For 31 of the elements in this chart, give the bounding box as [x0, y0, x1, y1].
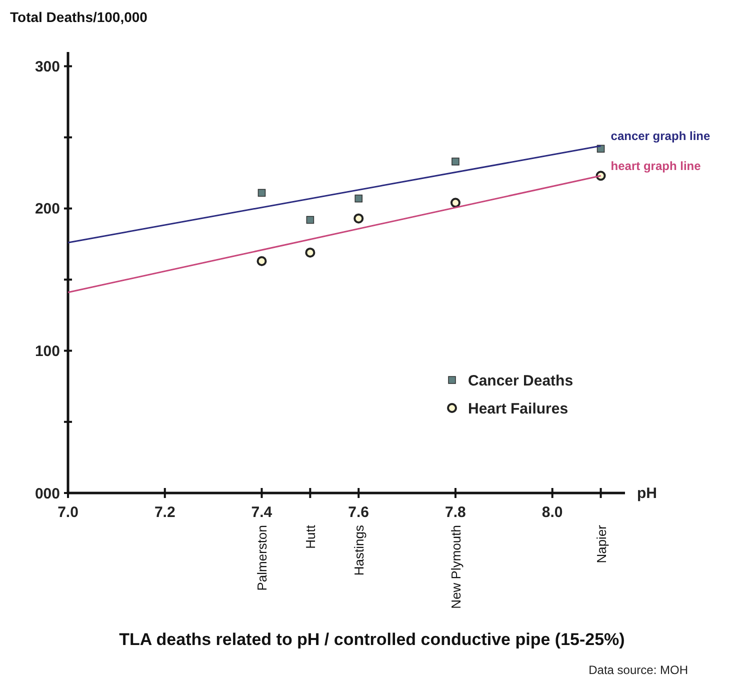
text: Hastings: [352, 524, 367, 576]
y-tick-label: 000: [34, 485, 60, 502]
x-tick-label: 8.0: [542, 504, 563, 521]
x-tick-label: 7.6: [348, 504, 370, 521]
text: TLA deaths related to pH / controlled conductive pipe (15-25%): [119, 630, 625, 649]
point: [450, 198, 460, 208]
y-axis-title: Total Deaths/100,000: [10, 9, 148, 25]
legend-label: Heart Failures: [468, 400, 568, 418]
text: Napier: [594, 524, 609, 564]
point: [354, 213, 364, 224]
series-label: heart graph line: [610, 158, 702, 173]
series-label: cancer graph line: [610, 128, 710, 143]
y-tick-label: 100: [34, 342, 60, 360]
x-tick-label: 7.8: [445, 504, 466, 521]
x-tick-label: 7.4: [251, 504, 273, 521]
x-axis-title: pH: [637, 485, 657, 502]
point: [452, 158, 460, 166]
y-tick-label: 200: [34, 200, 60, 218]
text: Palmerston: [254, 525, 270, 591]
text: New Plymouth: [448, 525, 464, 609]
x-tick-label: 7.2: [154, 504, 176, 521]
point: [256, 256, 267, 266]
y-tick-label: 300: [34, 58, 60, 76]
legend-label: Cancer Deaths: [468, 372, 574, 390]
x-tick-label: 7.0: [58, 504, 78, 521]
point: [306, 216, 314, 224]
point: [354, 194, 363, 202]
text: Hutt: [303, 524, 318, 549]
point: [258, 188, 266, 197]
point: [305, 248, 316, 258]
source-note: Data source: MOH: [588, 663, 688, 677]
